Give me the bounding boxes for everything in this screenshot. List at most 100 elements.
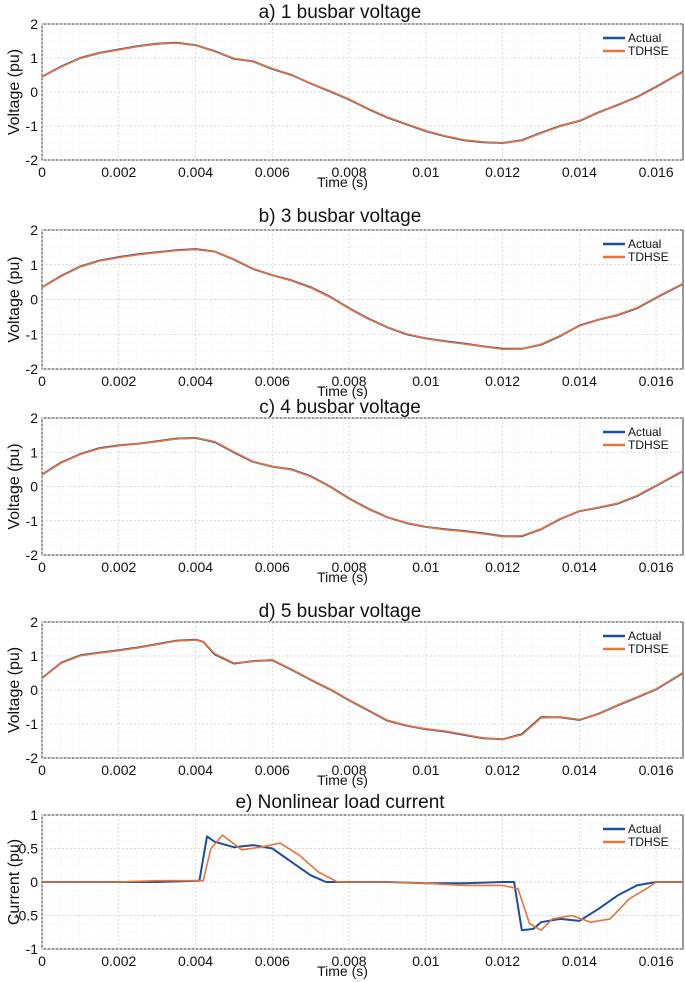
x-tick-label: 0.006 — [255, 373, 290, 389]
chart-panel-3: 0 0.002 0.004 0.006 0.008 0.01 0.012 0.014 0.016… — [6, 397, 684, 585]
y-tick-label: 2 — [30, 222, 38, 238]
legend-label-actual: Actual — [628, 31, 661, 45]
y-tick-label: 0 — [30, 874, 38, 890]
y-tick-label: -1 — [26, 716, 39, 732]
y-tick-label: 0.5 — [19, 841, 39, 857]
y-tick-label: -2 — [26, 547, 39, 563]
y-axis-label: Voltage (pu) — [6, 443, 23, 529]
y-tick-label: -2 — [26, 750, 39, 766]
legend-label-actual: Actual — [628, 822, 661, 836]
y-tick-label: 2 — [30, 614, 38, 630]
chart-panel-2: 0 0.002 0.004 0.006 0.008 0.01 0.012 0.014 0.016… — [6, 206, 684, 399]
chart-title: c) 4 busbar voltage — [259, 397, 421, 418]
x-tick-label: 0.012 — [485, 762, 520, 778]
x-tick-label: 0 — [38, 164, 46, 180]
legend-label-tdhse: TDHSE — [628, 642, 669, 656]
x-tick-label: 0.014 — [562, 164, 597, 180]
x-tick-label: 0.008 — [332, 762, 367, 778]
y-tick-label: 2 — [30, 410, 38, 426]
x-tick-label: 0.004 — [178, 373, 213, 389]
x-tick-label: 0 — [38, 559, 46, 575]
legend-label-tdhse: TDHSE — [628, 835, 669, 849]
x-tick-label: 0.002 — [101, 762, 136, 778]
x-tick-label: 0.016 — [639, 953, 674, 969]
y-axis-label: Voltage (pu) — [6, 256, 23, 342]
chart-panel-4: 0 0.002 0.004 0.006 0.008 0.01 0.012 0.014 0.016… — [6, 601, 684, 788]
x-tick-label: 0.016 — [639, 762, 674, 778]
chart-title: d) 5 busbar voltage — [259, 601, 422, 622]
x-tick-label: 0.012 — [485, 373, 520, 389]
y-tick-label: -2 — [26, 361, 39, 377]
y-tick-label: -1 — [26, 513, 39, 529]
x-tick-label: 0.002 — [101, 559, 136, 575]
series-line-tdhse — [41, 42, 684, 144]
x-tick-label: 0.004 — [178, 953, 213, 969]
x-axis-label: Time (s) — [317, 569, 368, 585]
x-tick-label: 0.012 — [485, 164, 520, 180]
y-tick-label: 0 — [30, 682, 38, 698]
series-line-tdhse — [42, 834, 683, 931]
chart-title: a) 1 busbar voltage — [259, 2, 422, 23]
x-tick-label: 0.002 — [101, 953, 136, 969]
y-tick-label: 0 — [30, 479, 38, 495]
legend-label-tdhse: TDHSE — [628, 250, 669, 264]
x-axis-label: Time (s) — [317, 963, 368, 979]
x-tick-label: 0 — [38, 953, 46, 969]
legend-label-actual: Actual — [628, 237, 661, 251]
x-tick-label: 0.014 — [562, 559, 597, 575]
x-tick-label: 0.004 — [178, 559, 213, 575]
x-tick-label: 0.01 — [412, 559, 439, 575]
legend-label-actual: Actual — [628, 425, 661, 439]
x-tick-label: 0.016 — [639, 164, 674, 180]
x-tick-label: 0.012 — [485, 953, 520, 969]
series-line-tdhse — [41, 248, 684, 350]
chart-panel-1: 0 0.002 0.004 0.006 0.008 0.01 0.012 0.014 0.016… — [6, 2, 684, 190]
x-tick-label: 0.006 — [255, 559, 290, 575]
y-tick-label: -0.5 — [14, 908, 38, 924]
x-tick-label: 0.014 — [562, 373, 597, 389]
y-tick-label: 1 — [30, 444, 38, 460]
x-tick-label: 0.004 — [178, 164, 213, 180]
chart-title: b) 3 busbar voltage — [259, 206, 422, 227]
y-tick-label: 2 — [30, 16, 38, 32]
x-tick-label: 0.004 — [178, 762, 213, 778]
y-tick-label: 0 — [30, 84, 38, 100]
x-tick-label: 0.01 — [412, 953, 439, 969]
x-tick-label: 0.006 — [255, 762, 290, 778]
x-tick-label: 0.008 — [332, 373, 367, 389]
x-axis-label: Time (s) — [317, 174, 368, 190]
x-tick-label: 0 — [38, 762, 46, 778]
x-axis-label: Time (s) — [317, 772, 368, 788]
chart-title: e) Nonlinear load current — [235, 792, 445, 813]
x-tick-label: 0.014 — [562, 953, 597, 969]
y-tick-label: -1 — [26, 941, 39, 957]
y-tick-label: 1 — [30, 648, 38, 664]
y-tick-label: -1 — [26, 118, 39, 134]
x-tick-label: 0.01 — [412, 164, 439, 180]
x-tick-label: 0.002 — [101, 373, 136, 389]
y-tick-label: 0 — [30, 292, 38, 308]
y-axis-label: Voltage (pu) — [6, 647, 23, 733]
y-tick-label: 1 — [30, 50, 38, 66]
legend-label-actual: Actual — [628, 629, 661, 643]
x-tick-label: 0.012 — [485, 559, 520, 575]
y-axis-label: Current (pu) — [6, 839, 23, 925]
x-tick-label: 0.008 — [332, 559, 367, 575]
x-axis-label: Time (s) — [317, 383, 368, 399]
chart-panel-5: 0 0.002 0.004 0.006 0.008 0.01 0.012 0.014 0.016… — [6, 792, 684, 979]
x-tick-label: 0.016 — [639, 373, 674, 389]
legend-label-tdhse: TDHSE — [628, 44, 669, 58]
x-tick-label: 0.014 — [562, 762, 597, 778]
y-axis-label: Voltage (pu) — [6, 49, 23, 135]
y-tick-label: 1 — [30, 257, 38, 273]
x-tick-label: 0.008 — [332, 953, 367, 969]
x-tick-label: 0.006 — [255, 164, 290, 180]
y-tick-label: -2 — [26, 152, 39, 168]
legend-label-tdhse: TDHSE — [628, 438, 669, 452]
x-tick-label: 0.002 — [101, 164, 136, 180]
y-tick-label: -1 — [26, 326, 39, 342]
x-tick-label: 0.016 — [639, 559, 674, 575]
x-tick-label: 0 — [38, 373, 46, 389]
x-tick-label: 0.01 — [412, 762, 439, 778]
